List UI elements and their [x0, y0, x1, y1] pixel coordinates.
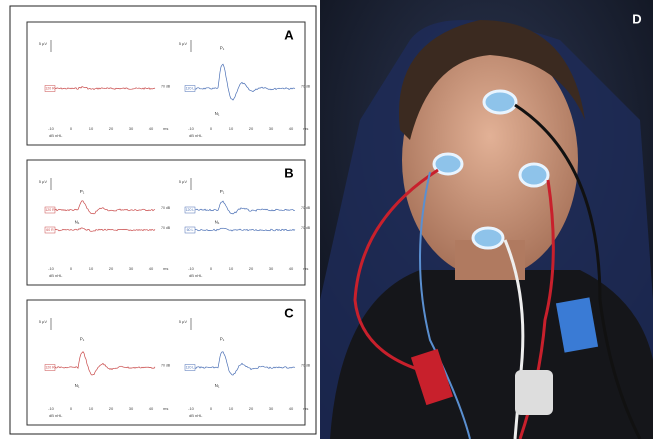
db-label: 70 dB [301, 206, 311, 210]
x-tick-label: 30 [269, 406, 274, 411]
x-tick-label: 10 [229, 126, 234, 131]
x-tick-label: 30 [269, 126, 274, 131]
left-bg [0, 0, 320, 439]
db-label: 70 dB [161, 206, 171, 210]
x-tick-label: -10 [48, 406, 55, 411]
x-tick-label: 20 [249, 126, 254, 131]
scale-label: 5 µV [39, 41, 48, 46]
figure: D A5 µV-10010203040msdB nHL120 R70 dB5 µ… [0, 0, 653, 439]
db-label: 70 dB [161, 226, 171, 230]
trace-tag-label: 120 R [45, 365, 55, 369]
peak-label: P₁ [220, 337, 225, 342]
x-footer: dB nHL [49, 133, 63, 138]
x-unit: ms [163, 266, 168, 271]
x-unit: ms [303, 266, 308, 271]
x-tick-label: 40 [289, 126, 294, 131]
x-tick-label: 40 [149, 266, 154, 271]
db-label: 70 dB [161, 363, 171, 367]
peak-label: P₁ [220, 189, 225, 194]
x-footer: dB nHL [49, 273, 63, 278]
peak-label: N₁ [215, 111, 220, 116]
trace-tag-label: 120 R [45, 86, 55, 90]
x-tick-label: 10 [229, 266, 234, 271]
trace-tag-label: 60 L [187, 228, 194, 232]
trace-tag-label: 120 L [186, 365, 195, 369]
db-label: 70 dB [161, 84, 171, 88]
x-tick-label: 30 [269, 266, 274, 271]
panel-label: C [284, 305, 294, 320]
panel-label: B [284, 165, 293, 180]
db-label: 70 dB [301, 226, 311, 230]
x-tick-label: 30 [129, 126, 134, 131]
x-tick-label: -10 [48, 266, 55, 271]
scale-label: 5 µV [39, 319, 48, 324]
x-tick-label: 20 [249, 266, 254, 271]
trace-tag-label: 120 L [186, 86, 195, 90]
trace-tag-label: 120 R [45, 208, 55, 212]
x-tick-label: 10 [89, 406, 94, 411]
scale-label: 5 µV [39, 179, 48, 184]
x-tick-label: 10 [89, 266, 94, 271]
x-tick-label: 40 [149, 406, 154, 411]
x-footer: dB nHL [49, 413, 63, 418]
x-tick-label: 30 [129, 266, 134, 271]
x-footer: dB nHL [189, 273, 203, 278]
x-tick-label: 40 [289, 266, 294, 271]
db-label: 70 dB [301, 363, 311, 367]
x-tick-label: -10 [188, 126, 195, 131]
x-tick-label: 20 [249, 406, 254, 411]
x-footer: dB nHL [189, 413, 203, 418]
x-tick-label: 20 [109, 266, 114, 271]
trace-tag-label: 60 R [46, 228, 54, 232]
x-tick-label: -10 [188, 406, 195, 411]
x-unit: ms [303, 126, 308, 131]
page: D A5 µV-10010203040msdB nHL120 R70 dB5 µ… [0, 0, 653, 439]
panel-label: A [284, 27, 294, 42]
x-tick-label: 20 [109, 406, 114, 411]
x-tick-label: -10 [188, 266, 195, 271]
scale-label: 5 µV [179, 179, 188, 184]
scale-label: 5 µV [179, 41, 188, 46]
trace-tag-label: 120 L [186, 208, 195, 212]
x-tick-label: 40 [149, 126, 154, 131]
x-tick-label: 10 [229, 406, 234, 411]
x-tick-label: 20 [109, 126, 114, 131]
x-tick-label: -10 [48, 126, 55, 131]
peak-label: P₁ [220, 46, 225, 51]
x-tick-label: 30 [129, 406, 134, 411]
peak-label: N₁ [215, 219, 220, 224]
peak-label: N₁ [215, 383, 220, 388]
x-unit: ms [303, 406, 308, 411]
peak-label: N₁ [75, 383, 80, 388]
db-label: 70 dB [301, 84, 311, 88]
peak-label: P₁ [80, 189, 85, 194]
x-unit: ms [163, 126, 168, 131]
peak-label: N₁ [75, 219, 80, 224]
x-unit: ms [163, 406, 168, 411]
x-footer: dB nHL [189, 133, 203, 138]
x-tick-label: 10 [89, 126, 94, 131]
scale-label: 5 µV [179, 319, 188, 324]
photo [320, 0, 653, 439]
panel-label: D [632, 11, 641, 26]
x-tick-label: 40 [289, 406, 294, 411]
peak-label: P₁ [80, 337, 85, 342]
